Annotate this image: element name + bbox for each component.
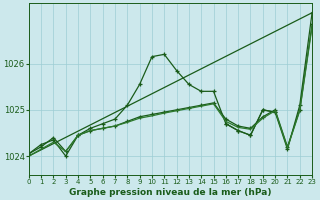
X-axis label: Graphe pression niveau de la mer (hPa): Graphe pression niveau de la mer (hPa) [69,188,272,197]
